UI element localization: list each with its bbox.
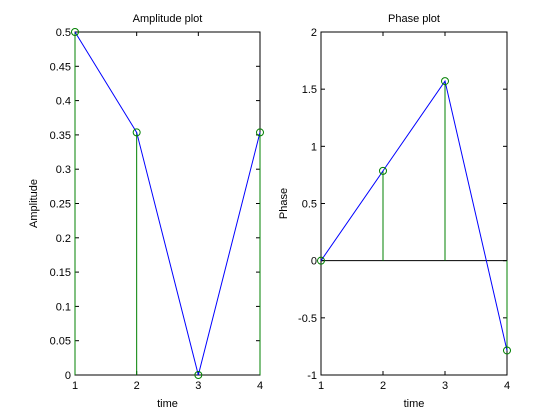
phase-y-tick-label: 0.5 — [302, 199, 317, 211]
amplitude-y-tick-label: 0.15 — [50, 267, 71, 279]
phase-x-tick-label: 3 — [442, 380, 448, 392]
amplitude-x-label: time — [157, 398, 178, 410]
amplitude-x-tick-label: 3 — [195, 380, 201, 392]
phase-data-point — [503, 346, 511, 355]
phase-y-label: Phase — [278, 188, 290, 219]
amplitude-series-line — [74, 31, 261, 376]
amplitude-y-tick-label: 0.45 — [50, 61, 71, 73]
amplitude-y-tick-label: 0 — [65, 370, 71, 382]
amplitude-y-tick-label: 0.2 — [56, 233, 71, 245]
phase-axes-box — [320, 31, 508, 376]
amplitude-y-tick-label: 0.1 — [56, 301, 71, 313]
amplitude-x-tick-label: 4 — [257, 380, 263, 392]
amplitude-axes-box — [74, 31, 261, 376]
phase-x-tick-label: 2 — [380, 380, 386, 392]
amplitude-y-tick-label: 0.4 — [56, 96, 71, 108]
amplitude-x-tick-label: 1 — [72, 380, 78, 392]
amplitude-data-point — [132, 128, 141, 137]
phase-data-point — [379, 166, 387, 175]
amplitude-y-tick-label: 0.35 — [50, 130, 71, 142]
phase-title: Phase plot — [388, 13, 440, 25]
phase-y-tick-label: 1.5 — [302, 84, 317, 96]
phase-data-point — [317, 256, 325, 265]
amplitude-data-point — [71, 28, 79, 36]
amplitude-y-tick-label: 0.3 — [56, 164, 71, 176]
amplitude-y-tick-label: 0.05 — [50, 336, 71, 348]
phase-x-label: time — [404, 398, 425, 410]
amplitude-data-point — [256, 128, 264, 137]
amplitude-y-label: Amplitude — [28, 179, 40, 228]
amplitude-x-tick-label: 2 — [134, 380, 140, 392]
phase-y-tick-label: 1 — [311, 141, 317, 153]
phase-y-tick-label: -0.5 — [298, 313, 317, 325]
phase-x-tick-label: 4 — [504, 380, 510, 392]
amplitude-y-tick-label: 0.5 — [56, 27, 71, 39]
phase-data-point — [441, 77, 449, 86]
amplitude-y-tick-label: 0.25 — [50, 199, 71, 211]
phase-series-line — [320, 79, 508, 351]
amplitude-title: Amplitude plot — [133, 13, 203, 25]
phase-y-tick-label: 0 — [311, 256, 317, 268]
phase-y-tick-label: -1 — [307, 370, 317, 382]
amplitude-data-point — [194, 371, 203, 379]
phase-x-tick-label: 1 — [318, 380, 324, 392]
phase-y-tick-label: 2 — [311, 27, 317, 39]
